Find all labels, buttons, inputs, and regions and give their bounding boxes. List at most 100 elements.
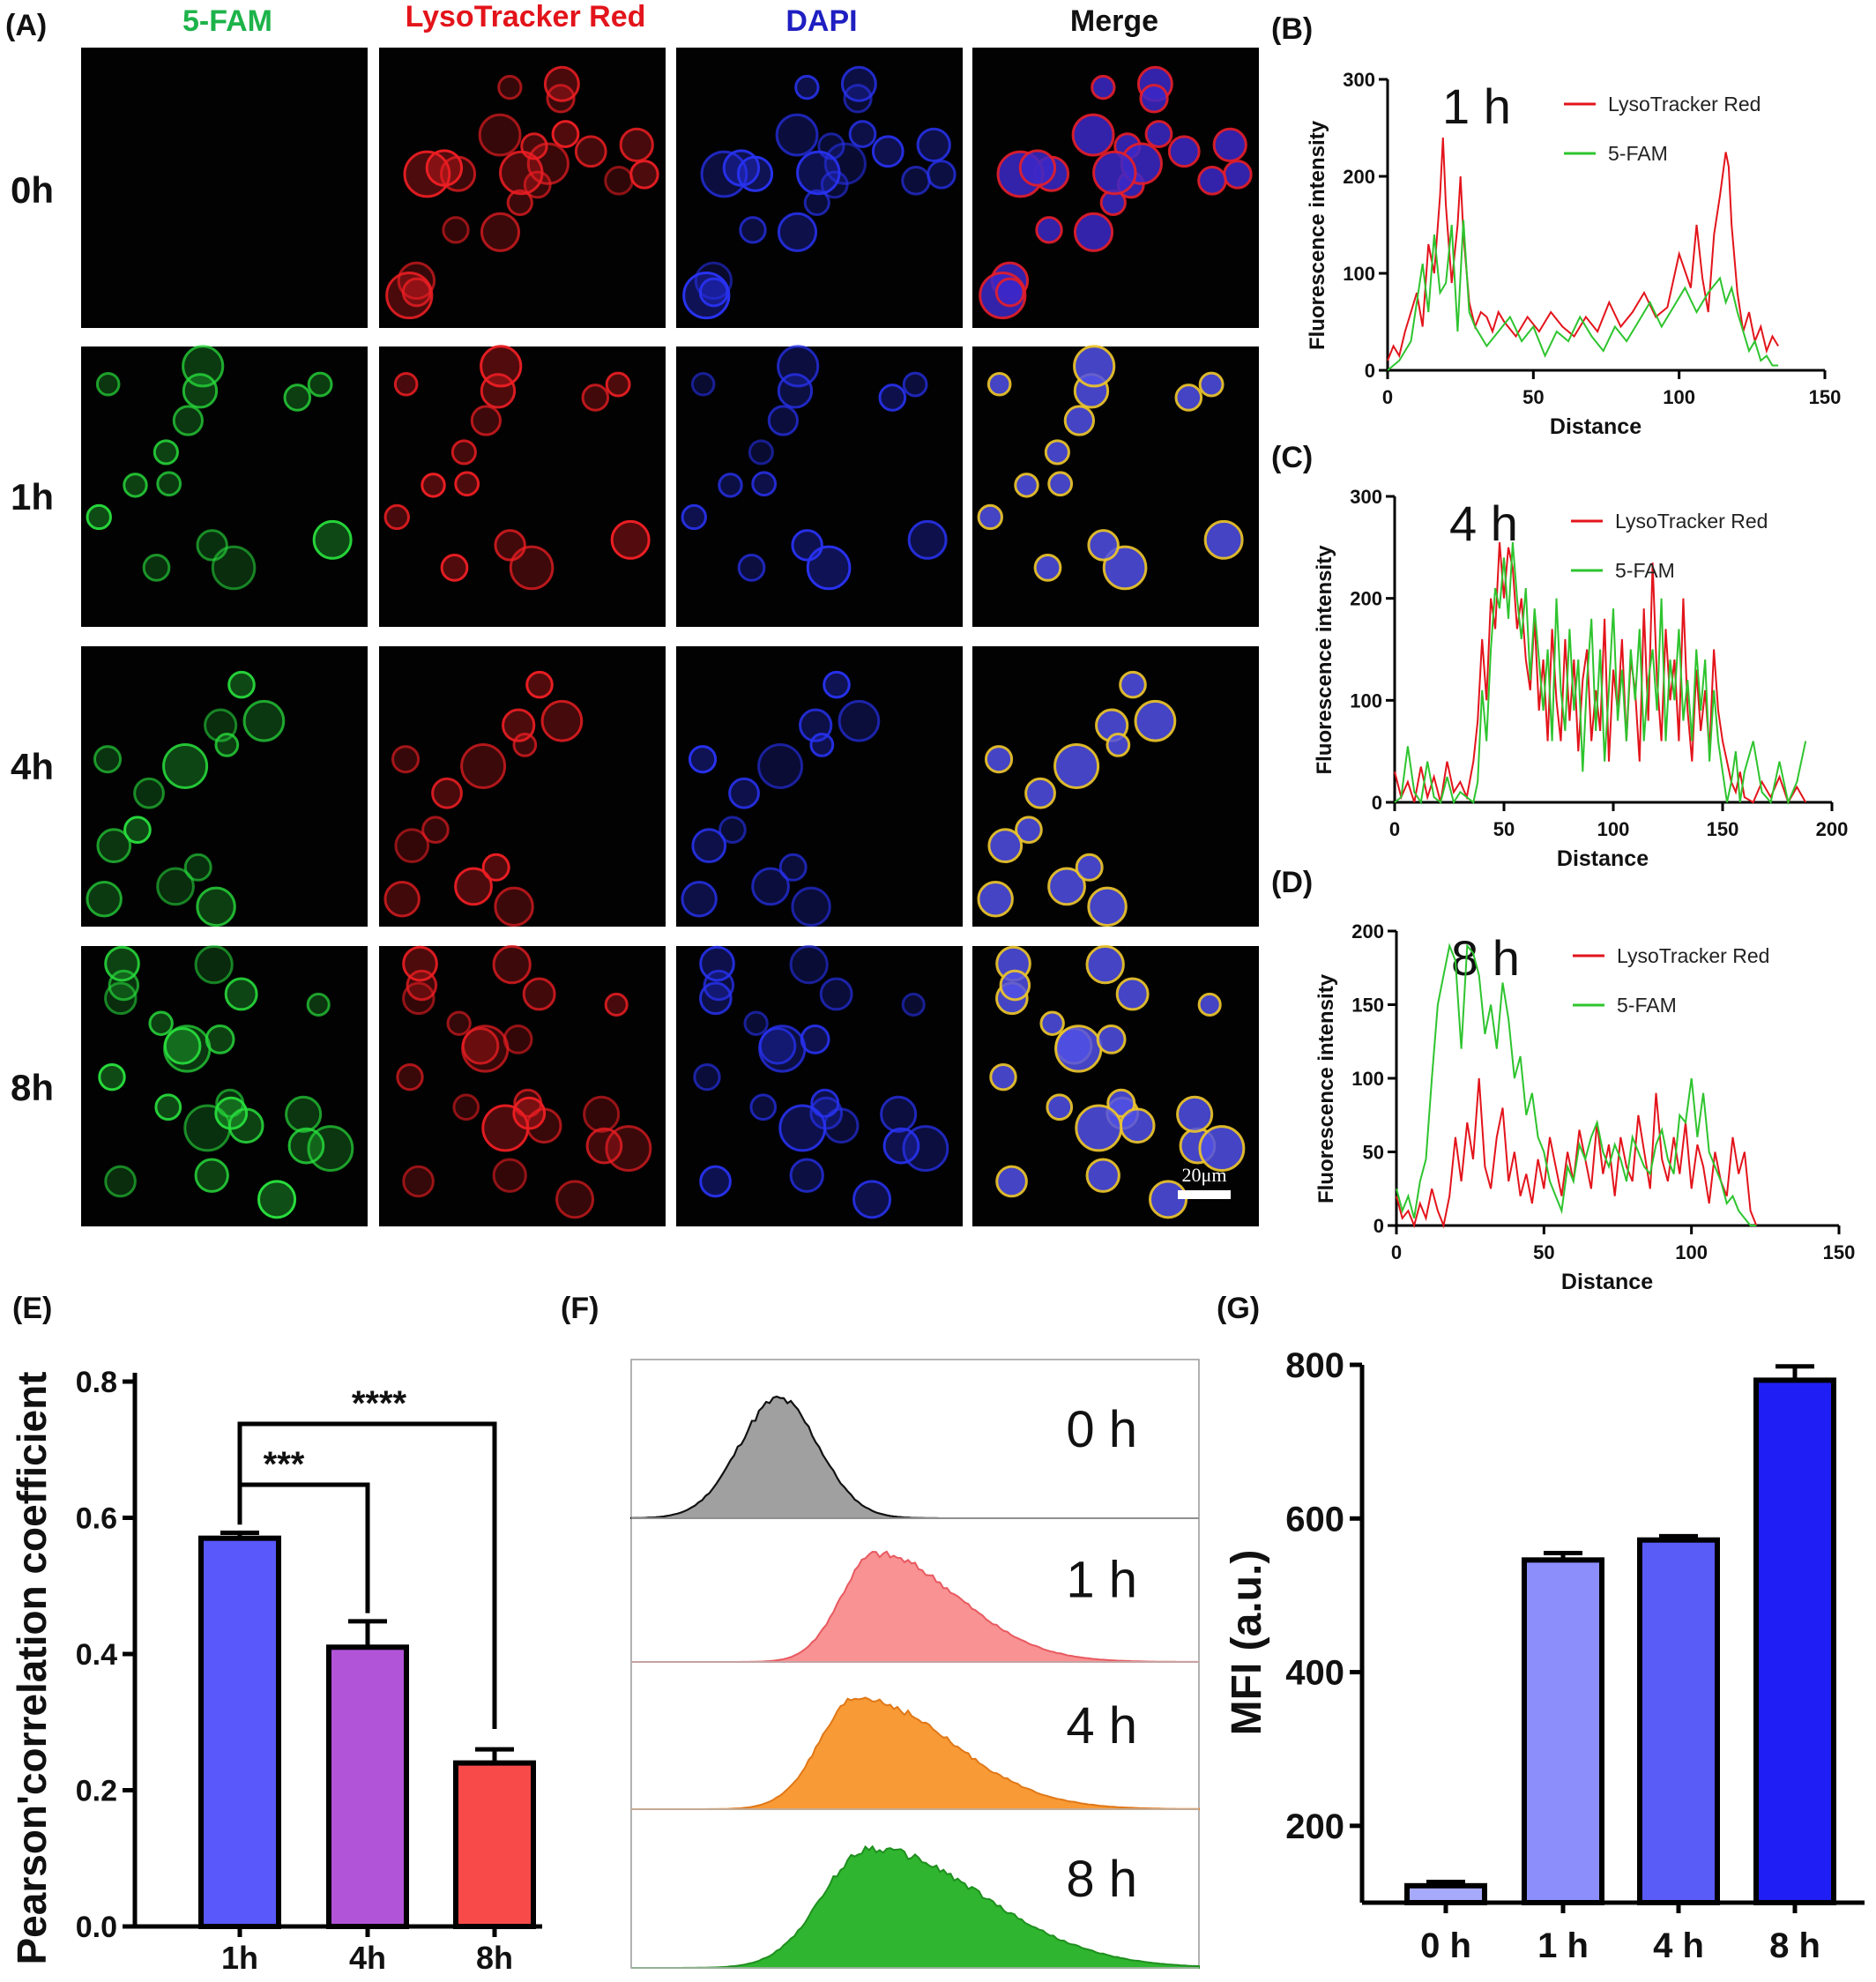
- x-tick-label: 1 h: [1537, 1926, 1589, 1965]
- series-line-5fam: [1387, 220, 1779, 371]
- x-tick-label: 8 h: [1769, 1926, 1820, 1965]
- legend-label: LysoTracker Red: [1617, 944, 1769, 967]
- micro-tile: [379, 345, 666, 627]
- x-tick-label: 100: [1597, 818, 1630, 840]
- line-chart-b: 0 100 200 300 0 50 100 150 Distance Fluorescence …: [1306, 69, 1841, 439]
- significance-bracket: [237, 1482, 370, 1613]
- x-tick-label: 0: [1389, 818, 1400, 840]
- panel-g: (G) 200 400 600 800 MFI (a.u.) 0 h 1 h 4 h 8 h: [1217, 1292, 1865, 1965]
- histogram-label: 1 h: [1066, 1552, 1137, 1609]
- y-tick-label: 0: [1374, 1215, 1384, 1237]
- y-tick-label: 100: [1351, 1068, 1384, 1090]
- micro-tile: [972, 345, 1259, 627]
- x-tick-label: 150: [1809, 386, 1842, 408]
- column-header-dapi: DAPI: [785, 4, 857, 38]
- y-tick-label: 300: [1343, 69, 1375, 91]
- legend-label: 5-FAM: [1615, 559, 1675, 582]
- series-line-lysotracker: [1394, 541, 1807, 805]
- y-tick-label: 200: [1343, 166, 1375, 188]
- scale-bar: [1178, 1190, 1231, 1199]
- bar: [198, 1535, 281, 1930]
- legend-label: 5-FAM: [1608, 142, 1668, 165]
- series-line-lysotracker: [1387, 137, 1779, 361]
- scale-bar-label: 20μm: [1182, 1164, 1227, 1186]
- x-tick-label: 0 h: [1420, 1926, 1471, 1965]
- x-tick-label: 50: [1533, 1241, 1554, 1263]
- row-label-8h: 8h: [11, 1067, 54, 1108]
- legend-label: LysoTracker Red: [1608, 93, 1761, 115]
- x-tick-label: 50: [1493, 818, 1515, 840]
- line-chart-c: 0 100 200 300 0 50 100 150 200 Distance Fluorescen…: [1313, 486, 1848, 871]
- y-tick-label: 0.4: [76, 1638, 117, 1672]
- x-tick-label: 150: [1823, 1241, 1856, 1263]
- x-axis-label: Distance: [1561, 1270, 1653, 1294]
- y-tick-label: 0: [1365, 360, 1375, 382]
- histogram-outline: [631, 1844, 1200, 1969]
- micro-tile: [81, 944, 368, 1226]
- bar: [453, 1760, 536, 1929]
- y-axis-label: Pearson'correlation coefficient: [9, 1371, 55, 1964]
- bar: [1404, 1882, 1487, 1906]
- panel-f-label: (F): [561, 1292, 599, 1325]
- y-axis-label: MFI (a.u.): [1224, 1550, 1270, 1736]
- micro-tile: [379, 944, 666, 1226]
- x-tick-label: 0: [1391, 1241, 1402, 1263]
- panel-e: (E) 0.0 0.2 0.4 0.6 0.8 Pearson'correlation c…: [9, 1292, 542, 1976]
- y-tick-label: 200: [1350, 588, 1382, 610]
- x-tick-label: 4h: [349, 1940, 386, 1976]
- significance-label: ****: [352, 1384, 407, 1423]
- x-tick-label: 4 h: [1653, 1926, 1704, 1965]
- y-tick-label: 100: [1350, 689, 1382, 712]
- micro-tile: [676, 646, 963, 928]
- histogram-label: 0 h: [1066, 1401, 1137, 1458]
- x-tick-label: 100: [1663, 386, 1695, 408]
- x-tick-label: 8h: [476, 1940, 513, 1976]
- panel-c-label: (C): [1271, 441, 1313, 474]
- y-tick-label: 0.2: [76, 1775, 117, 1808]
- x-tick-label: 100: [1675, 1241, 1708, 1263]
- panel-f: (F) 0 h 1 h 4 h 8 h: [561, 1292, 1200, 1969]
- y-tick-label: 0.6: [76, 1502, 117, 1536]
- row-label-1h: 1h: [11, 476, 54, 518]
- series-line-5fam: [1396, 943, 1757, 1226]
- x-tick-label: 50: [1522, 386, 1544, 408]
- column-header-5fam: 5-FAM: [182, 4, 272, 38]
- bar: [1522, 1557, 1604, 1906]
- micro-tile: [81, 345, 368, 627]
- x-axis-label: Distance: [1557, 846, 1649, 871]
- y-tick-label: 200: [1351, 920, 1384, 943]
- x-tick-label: 1h: [221, 1940, 258, 1976]
- column-header-merge: Merge: [1070, 4, 1158, 38]
- panel-d-label: (D): [1271, 866, 1313, 899]
- y-tick-label: 0.0: [76, 1911, 117, 1944]
- chart-title: 4 h: [1449, 496, 1518, 551]
- y-tick-label: 0: [1372, 792, 1382, 814]
- line-profile-panels: (B) (C) (D) 0 100 200 300 0 50 100 150 Distance F…: [1271, 12, 1855, 1294]
- x-tick-label: 150: [1707, 818, 1739, 840]
- panel-a: (A) 5-FAM LysoTracker Red DAPI Merge 0h …: [5, 0, 1259, 1226]
- histogram-area: [631, 1846, 1199, 1968]
- histogram-label: 8 h: [1066, 1851, 1137, 1908]
- panel-b-label: (B): [1271, 12, 1313, 46]
- y-tick-label: 50: [1363, 1142, 1384, 1164]
- series-line-lysotracker: [1396, 1077, 1758, 1229]
- panel-a-label: (A): [5, 9, 47, 42]
- y-tick-label: 150: [1351, 995, 1384, 1017]
- bar: [1637, 1537, 1720, 1905]
- x-tick-label: 200: [1816, 818, 1849, 840]
- row-label-4h: 4h: [11, 746, 54, 787]
- micro-tile: [81, 646, 368, 928]
- panel-e-label: (E): [12, 1292, 52, 1325]
- histogram-label: 4 h: [1066, 1697, 1137, 1755]
- micro-tile: [676, 48, 963, 328]
- micro-tile: [676, 944, 963, 1226]
- y-tick-label: 200: [1285, 1807, 1344, 1846]
- micro-tile: [81, 48, 368, 328]
- panel-g-label: (G): [1217, 1292, 1260, 1325]
- legend-label: LysoTracker Red: [1615, 510, 1768, 533]
- micro-tile: [379, 646, 666, 928]
- histogram-area: [631, 1551, 1199, 1662]
- y-axis-label: Fluorescence intensity: [1314, 973, 1338, 1203]
- micro-tile: [972, 646, 1259, 928]
